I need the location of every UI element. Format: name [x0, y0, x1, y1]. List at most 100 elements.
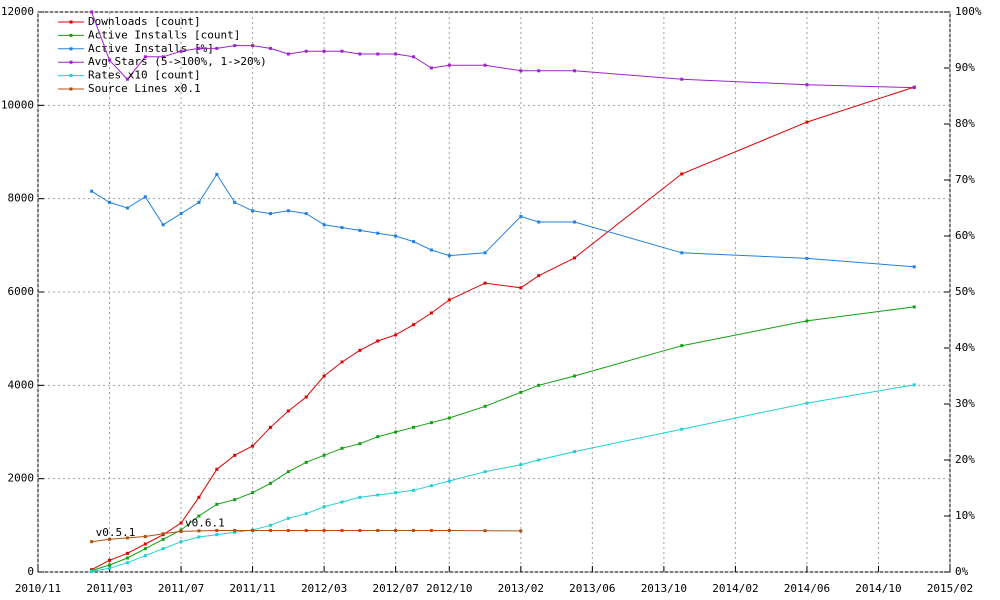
- point: [429, 484, 433, 488]
- point: [340, 49, 344, 53]
- y-tick-label: 12000: [1, 5, 34, 18]
- point: [805, 401, 809, 405]
- point: [572, 256, 576, 260]
- point: [143, 554, 147, 558]
- point: [125, 536, 129, 540]
- point: [108, 563, 112, 567]
- point: [394, 491, 398, 495]
- point: [215, 528, 219, 532]
- point: [394, 333, 398, 337]
- point: [197, 514, 201, 518]
- point: [251, 491, 255, 495]
- point: [680, 172, 684, 176]
- x-tick-label: 2013/06: [569, 582, 615, 595]
- point: [429, 528, 433, 532]
- point: [161, 532, 165, 536]
- point: [322, 528, 326, 532]
- point: [358, 348, 362, 352]
- point: [304, 212, 308, 216]
- point: [447, 479, 451, 483]
- point: [680, 77, 684, 81]
- point: [376, 339, 380, 343]
- point: [376, 231, 380, 235]
- point: [805, 83, 809, 87]
- point: [376, 528, 380, 532]
- point: [429, 248, 433, 252]
- point: [197, 529, 201, 533]
- series-line: [91, 11, 915, 89]
- legend-marker: [69, 87, 73, 91]
- point: [286, 528, 290, 532]
- point: [143, 55, 147, 59]
- point: [340, 226, 344, 230]
- series-line: [91, 530, 521, 543]
- x-tick-label: 2011/03: [86, 582, 132, 595]
- point: [179, 540, 183, 544]
- point: [394, 52, 398, 56]
- point: [412, 240, 416, 244]
- point: [447, 528, 451, 532]
- y2-tick-label: 70%: [955, 173, 975, 186]
- point: [304, 49, 308, 53]
- point: [572, 69, 576, 73]
- point: [537, 220, 541, 224]
- legend-label: Downloads [count]: [88, 15, 201, 28]
- point: [572, 450, 576, 454]
- point: [376, 493, 380, 497]
- point: [429, 421, 433, 425]
- point: [108, 537, 112, 541]
- legend-marker: [69, 47, 73, 51]
- point: [358, 228, 362, 232]
- point: [572, 374, 576, 378]
- point: [572, 220, 576, 224]
- point: [483, 404, 487, 408]
- point: [268, 46, 272, 50]
- point: [680, 427, 684, 431]
- point: [394, 528, 398, 532]
- point: [108, 58, 112, 62]
- point: [912, 305, 916, 309]
- point: [537, 458, 541, 462]
- point: [143, 547, 147, 551]
- point: [286, 516, 290, 520]
- point: [161, 537, 165, 541]
- point: [322, 223, 326, 227]
- point: [179, 212, 183, 216]
- point: [268, 523, 272, 527]
- point: [143, 542, 147, 546]
- point: [912, 265, 916, 269]
- point: [805, 319, 809, 323]
- legend-label: Rates x10 [count]: [88, 69, 201, 82]
- point: [340, 528, 344, 532]
- x-tick-label: 2011/11: [229, 582, 275, 595]
- x-tick-label: 2014/02: [712, 582, 758, 595]
- point: [394, 234, 398, 238]
- y-tick-label: 6000: [8, 285, 35, 298]
- point: [286, 52, 290, 56]
- point: [412, 425, 416, 429]
- point: [358, 52, 362, 56]
- point: [90, 540, 94, 544]
- y2-tick-label: 90%: [955, 61, 975, 74]
- point: [483, 63, 487, 67]
- point: [358, 495, 362, 499]
- x-tick-label: 2012/10: [426, 582, 472, 595]
- point: [394, 430, 398, 434]
- y2-tick-label: 60%: [955, 229, 975, 242]
- point: [805, 120, 809, 124]
- point: [912, 86, 916, 90]
- point: [322, 453, 326, 457]
- point: [340, 446, 344, 450]
- point: [197, 535, 201, 539]
- point: [304, 528, 308, 532]
- x-tick-label: 2010/11: [15, 582, 61, 595]
- point: [108, 200, 112, 204]
- x-tick-label: 2012/03: [301, 582, 347, 595]
- y-tick-label: 4000: [8, 378, 35, 391]
- y-tick-label: 2000: [8, 472, 35, 485]
- point: [233, 498, 237, 502]
- y2-tick-label: 50%: [955, 285, 975, 298]
- point: [179, 49, 183, 53]
- point: [268, 481, 272, 485]
- y2-tick-label: 80%: [955, 117, 975, 130]
